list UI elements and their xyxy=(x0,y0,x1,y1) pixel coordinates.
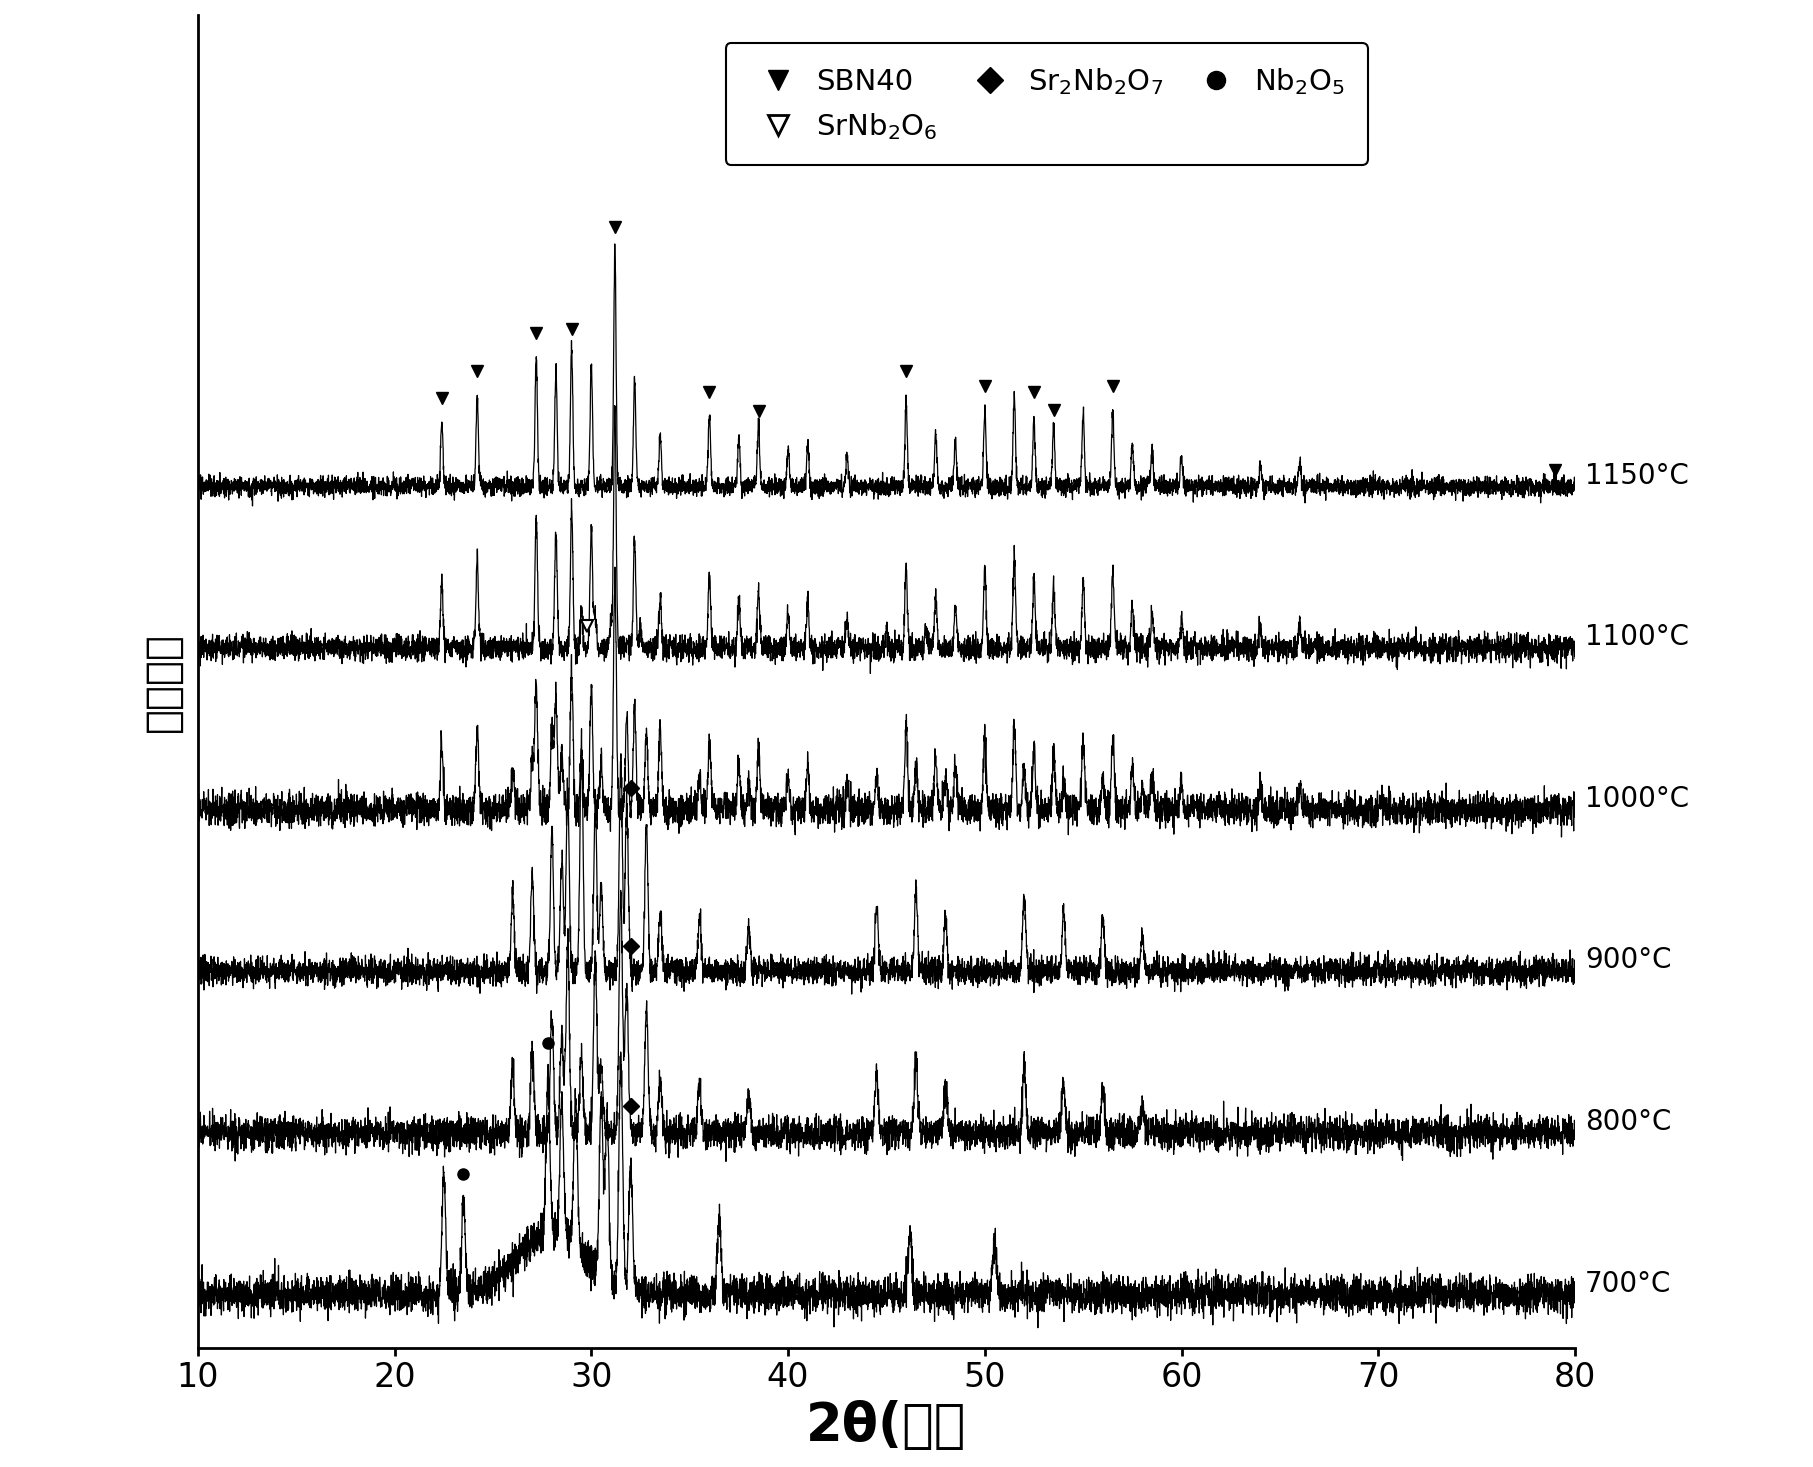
Y-axis label: 相对强度: 相对强度 xyxy=(141,632,183,732)
Text: 1000°C: 1000°C xyxy=(1585,785,1690,813)
Text: 700°C: 700°C xyxy=(1585,1269,1672,1298)
Legend: SBN40, SrNb$_2$O$_6$, Sr$_2$Nb$_2$O$_7$, Nb$_2$O$_5$: SBN40, SrNb$_2$O$_6$, Sr$_2$Nb$_2$O$_7$,… xyxy=(725,43,1367,164)
Text: 1100°C: 1100°C xyxy=(1585,623,1690,651)
X-axis label: 2θ(度）: 2θ(度） xyxy=(807,1400,966,1452)
Text: 1150°C: 1150°C xyxy=(1585,462,1688,490)
Text: 900°C: 900°C xyxy=(1585,946,1672,974)
Text: 800°C: 800°C xyxy=(1585,1108,1672,1135)
